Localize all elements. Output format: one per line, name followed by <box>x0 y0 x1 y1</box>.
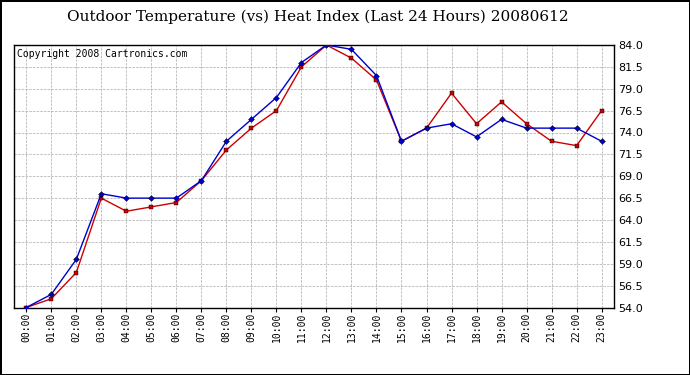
Text: Outdoor Temperature (vs) Heat Index (Last 24 Hours) 20080612: Outdoor Temperature (vs) Heat Index (Las… <box>67 9 568 24</box>
Text: Copyright 2008 Cartronics.com: Copyright 2008 Cartronics.com <box>17 49 187 59</box>
